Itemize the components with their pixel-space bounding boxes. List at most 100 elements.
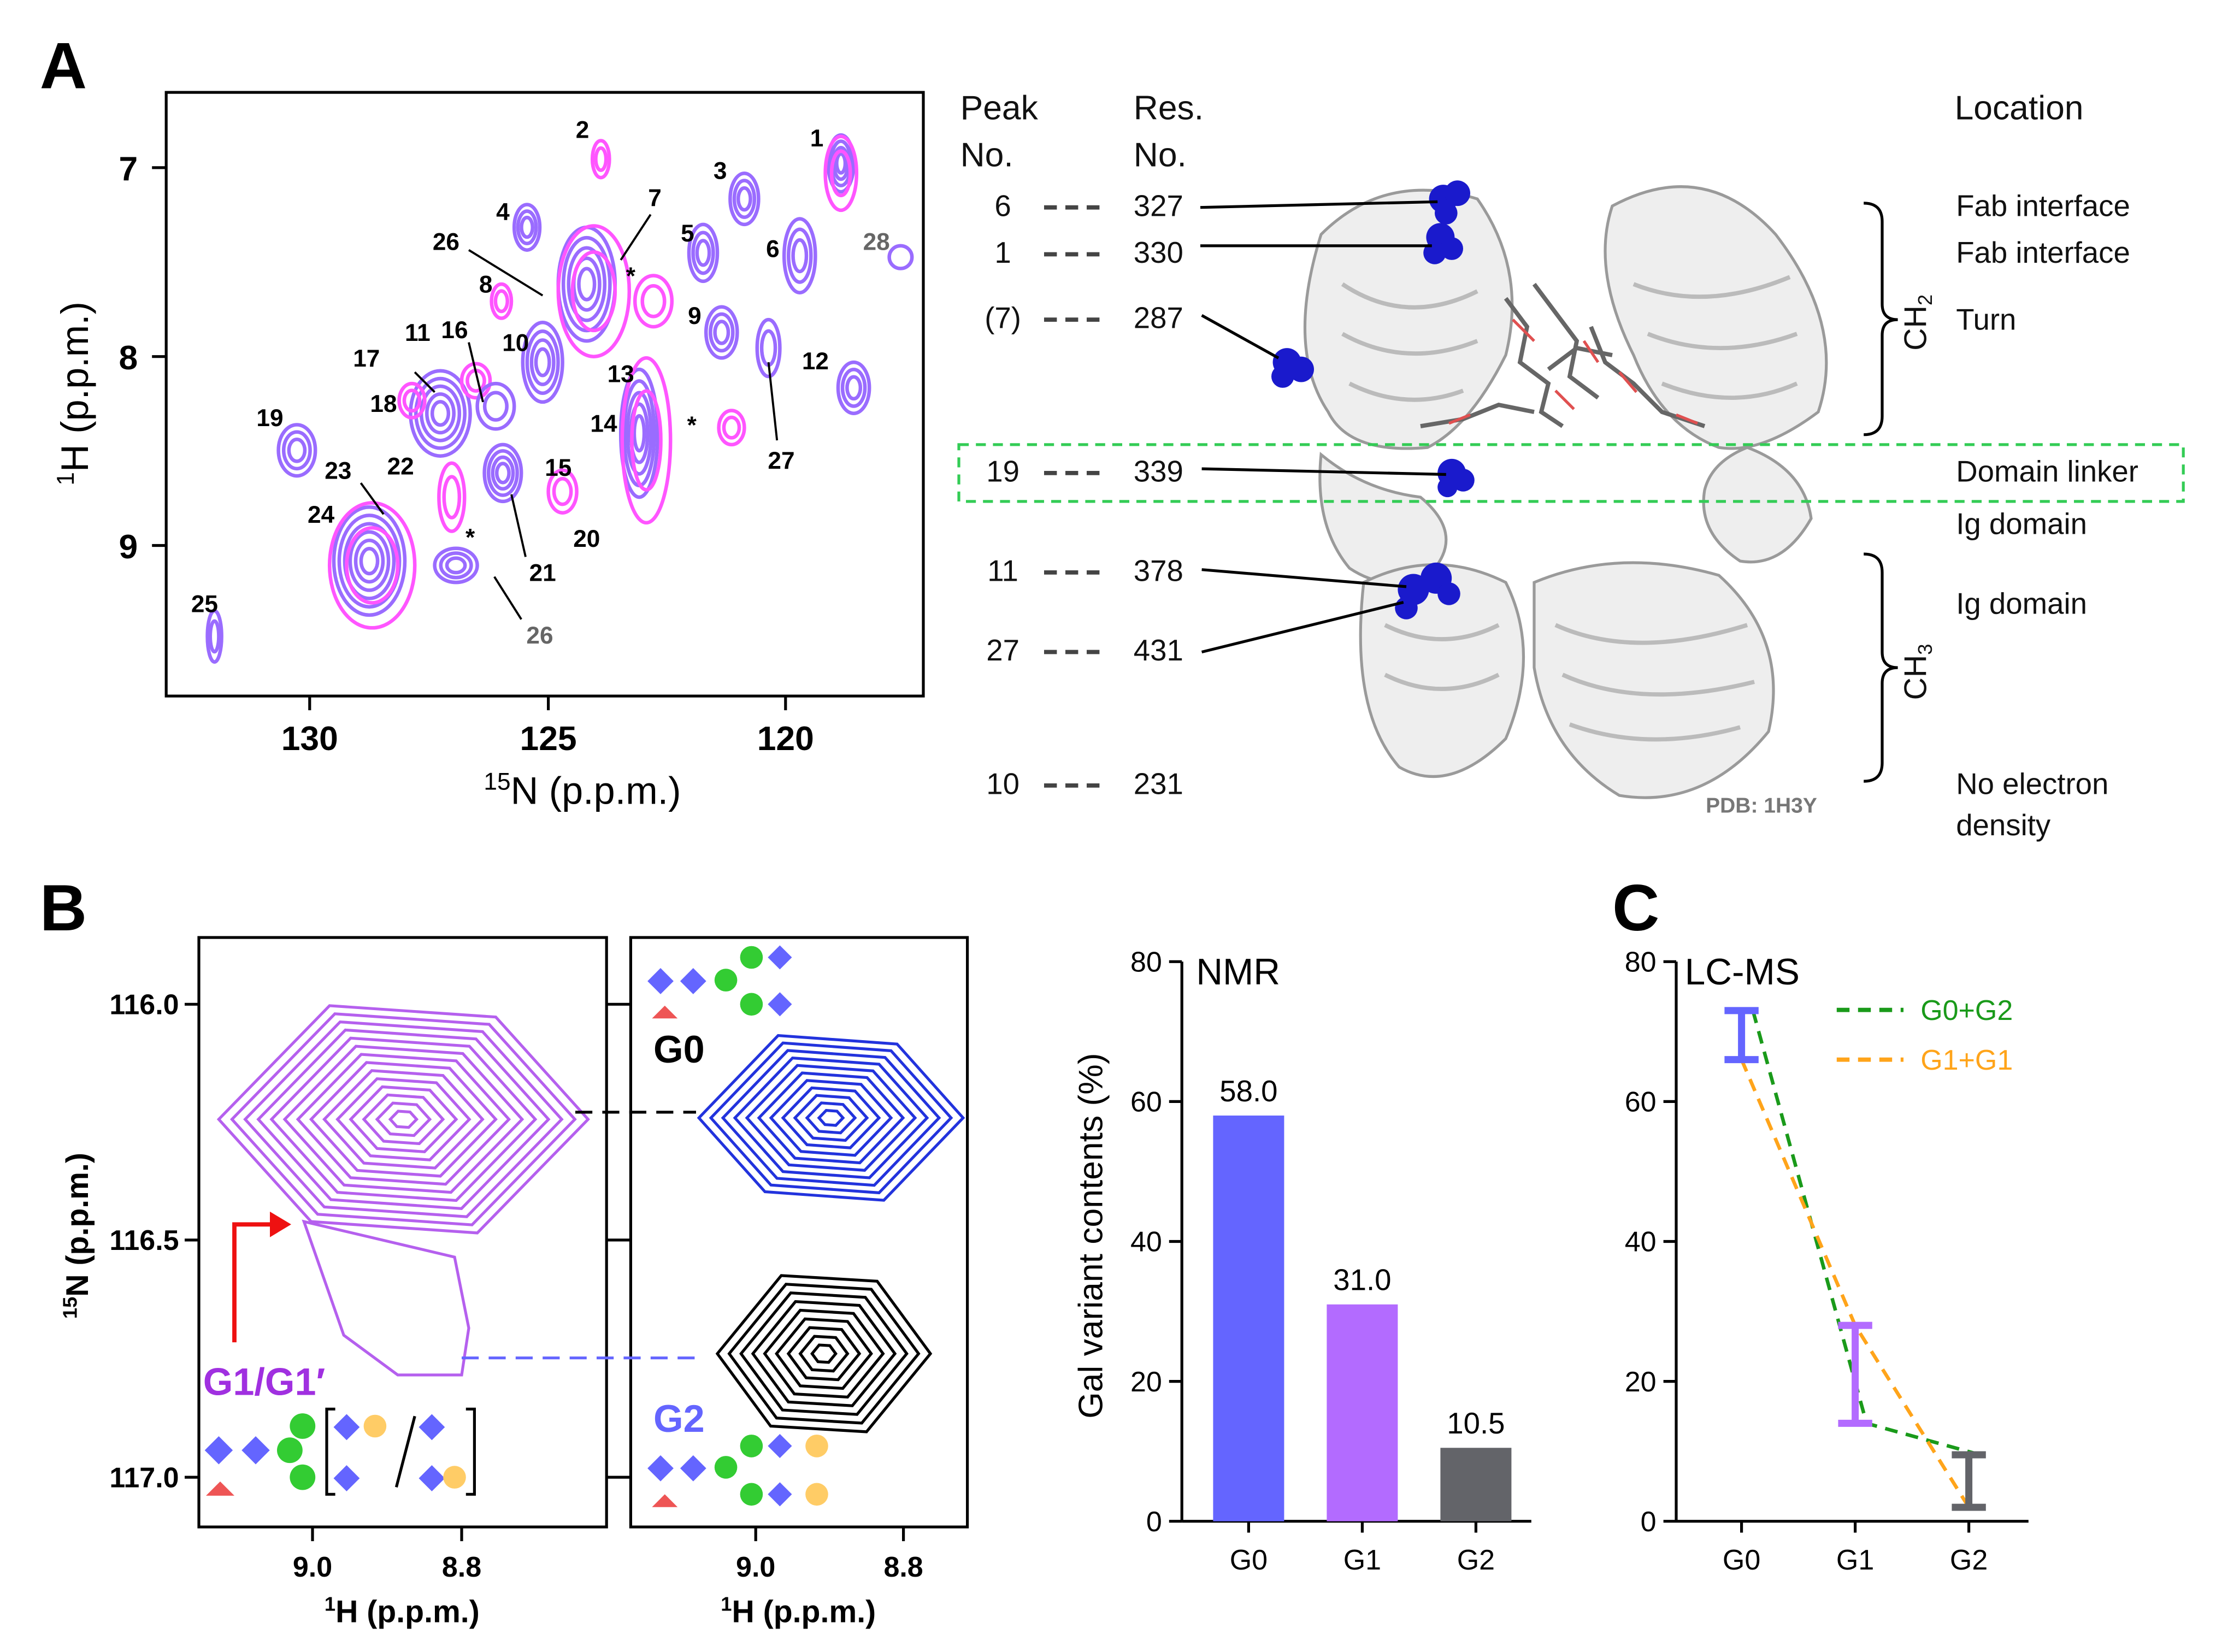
residue-leaders (1200, 200, 1446, 654)
peak-contour (445, 556, 467, 575)
peak-contour (640, 284, 667, 318)
peak-contour (343, 522, 396, 600)
peak-contour (327, 501, 417, 630)
contour-ring (763, 1308, 885, 1399)
lcms-x-tick-label: G1 (1836, 1544, 1874, 1576)
peak-label-16: 16 (441, 317, 468, 344)
row-res-339: 339 (1134, 455, 1183, 488)
peak-contour (836, 360, 871, 415)
lcms-x-tick-label: G0 (1723, 1544, 1760, 1576)
peak-contour (713, 320, 730, 345)
peak-contours (205, 133, 914, 664)
loc-turn: Turn (1956, 303, 2016, 336)
peak-contour (691, 231, 715, 275)
contour-ring (739, 1291, 909, 1416)
g2-label: G2 (653, 1397, 705, 1440)
peak-contour (829, 149, 852, 198)
contour-ring (322, 1069, 485, 1170)
peak-contour (442, 475, 462, 520)
peak-label-20: 20 (573, 526, 600, 552)
asterisk-3: * (465, 524, 475, 551)
legend-g1g1-label: G1+G1 (1920, 1045, 2013, 1076)
hsqc-spectrum: 130 125 120 7 8 9 15N (p.p.m.) 1H (p.p.m… (52, 91, 925, 812)
panel-b-label: B (40, 872, 87, 945)
peak-label-25: 25 (191, 591, 218, 618)
peak-contour (525, 329, 560, 396)
asterisk-1: * (626, 263, 636, 290)
panel-c-label: C (1612, 872, 1659, 945)
peak-contour (287, 438, 307, 463)
peak-contour (534, 347, 551, 377)
ribbon-shapes (1303, 185, 1828, 799)
peak-contour (620, 356, 673, 525)
peak-label-26: 26 (433, 229, 459, 256)
peak-contour (840, 368, 867, 408)
row-res-231: 231 (1134, 767, 1183, 800)
peak-contour (845, 375, 863, 401)
peak-contour (337, 514, 402, 609)
peak-label-1: 1 (810, 125, 824, 152)
peak-label-9: 9 (688, 303, 702, 329)
contour-ring (769, 1079, 893, 1157)
contour-ring (697, 1034, 965, 1202)
residue-table: Peak No. Res. No. Location 6 1 (7) 19 11… (960, 90, 2138, 842)
nmr-y-tick-label: 40 (1130, 1226, 1162, 1258)
b2-x-tick-1: 9.0 (736, 1551, 775, 1583)
loc-ig-1: Ig domain (1956, 508, 2087, 541)
contour-ring (216, 1004, 590, 1235)
peak-contour (459, 362, 492, 400)
peak-contour (722, 415, 741, 440)
peak-label-7: 7 (648, 185, 662, 211)
peak-contour (782, 217, 817, 294)
peak-contour (208, 619, 221, 654)
y-tick-7: 7 (119, 150, 138, 188)
contour-ring (781, 1086, 881, 1149)
peak-contour (494, 462, 511, 485)
spectrum-x-axis-label: 15N (p.p.m.) (484, 769, 681, 812)
peak-label-23: 23 (325, 457, 351, 484)
lcms-y-tick-label: 40 (1625, 1226, 1657, 1258)
row-peak-27: 27 (986, 634, 1019, 667)
contour-ring (751, 1300, 897, 1407)
peak-label-4: 4 (496, 199, 510, 226)
pdb-label: PDB: 1H3Y (1706, 794, 1817, 817)
col-peak-2: No. (960, 136, 1013, 174)
peak-contour (439, 551, 473, 580)
glycan-g2-icon (647, 1433, 828, 1507)
contour-ring (282, 1045, 524, 1194)
contour-ring (335, 1077, 472, 1161)
contour-ring (757, 1071, 905, 1165)
nmr-y-tick-label: 80 (1130, 947, 1162, 978)
contour-ring (309, 1061, 498, 1178)
peak-contour (437, 461, 467, 533)
x-tick-120: 120 (757, 720, 814, 758)
peak-contour (887, 244, 914, 270)
peak-contour (791, 238, 809, 274)
contour-ring (793, 1094, 869, 1142)
g0-label: G0 (653, 1028, 705, 1071)
peak-contour (425, 392, 456, 435)
nmr-data-label: 10.5 (1447, 1407, 1505, 1440)
peak-contour (561, 235, 612, 333)
peak-label-24: 24 (308, 502, 335, 528)
contour-ring (256, 1028, 551, 1211)
peak-contour (732, 179, 757, 219)
peak-contour (552, 477, 573, 506)
nmr-data-label: 58.0 (1219, 1075, 1277, 1108)
contour-ring (817, 1108, 845, 1127)
nmr-y-axis-label: Gal variant contents (%) (1072, 1053, 1110, 1418)
peak-leader-lines (359, 214, 779, 620)
b2-x-axis-label: 1H (p.p.m.) (721, 1592, 876, 1629)
b1-x-tick-1: 9.0 (293, 1551, 332, 1583)
b1-x-tick-2: 8.8 (442, 1551, 481, 1583)
peak-contour (736, 186, 752, 212)
peak-contour (475, 381, 516, 431)
peak-contour (590, 139, 611, 180)
contour-ring (349, 1085, 458, 1154)
lcms-y-tick-label: 80 (1625, 947, 1657, 978)
loc-fab-2: Fab interface (1956, 236, 2130, 269)
nmr-bar-chart: NMR Gal variant contents (%) 0 20 40 60 80 58… (1072, 947, 1531, 1576)
peak-label-2: 2 (576, 116, 590, 143)
row-res-378: 378 (1134, 554, 1183, 587)
